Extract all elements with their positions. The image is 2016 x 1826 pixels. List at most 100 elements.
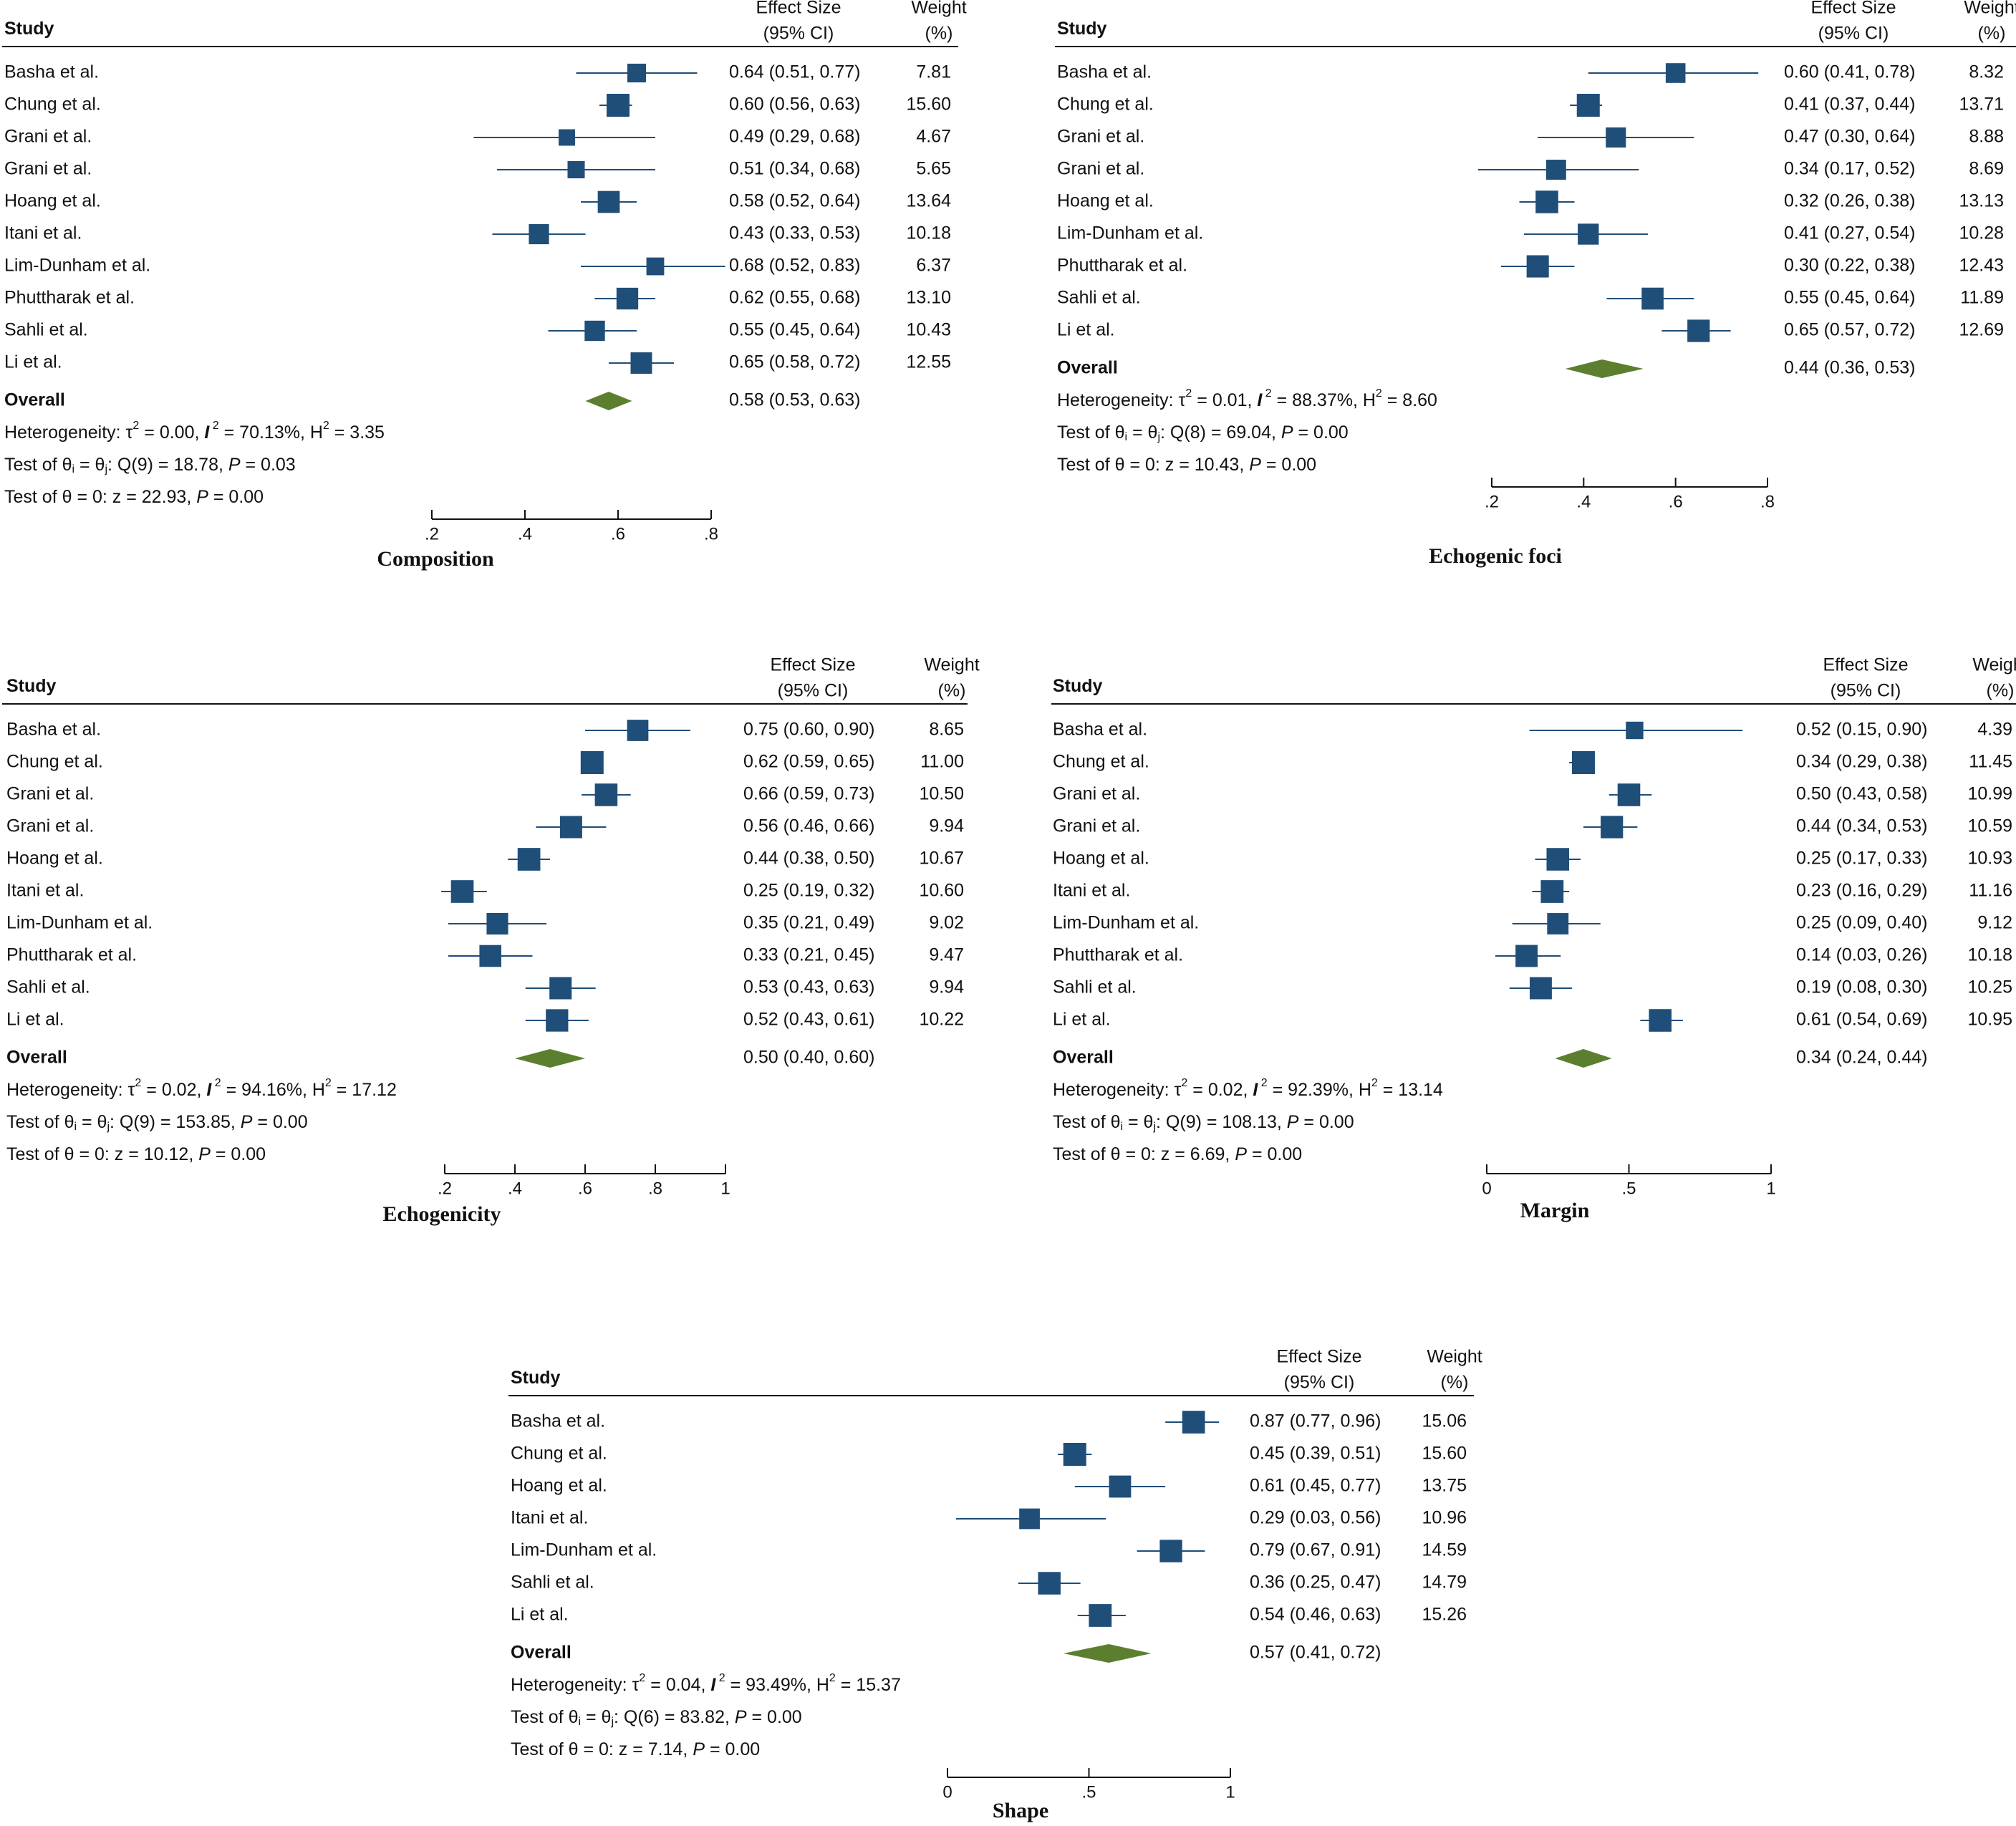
effect-size-value: 0.44 (0.38, 0.50) [743,849,874,869]
weight-header: Weight [1964,0,2016,18]
weight-value: 7.81 [916,62,951,82]
weight-value: 15.06 [1422,1411,1467,1431]
weight-value: 6.37 [916,256,951,276]
effect-size-marker [529,223,549,245]
effect-size-header: Effect Size [770,655,855,675]
chart-title: Shape [993,1799,1048,1822]
x-axis-tick-label: .5 [1081,1782,1096,1802]
study-label: Hoang et al. [511,1476,607,1496]
effect-size-marker [546,1009,569,1032]
study-label: Lim-Dunham et al. [4,256,150,276]
study-label: Grani et al. [4,127,92,147]
weight-value: 13.75 [1422,1476,1467,1496]
overall-effect-test: Test of θ = 0: z = 6.69, P = 0.00 [1053,1144,1302,1164]
effect-size-value: 0.56 (0.46, 0.66) [743,816,874,836]
study-label: Lim-Dunham et al. [6,913,153,933]
effect-size-marker [1606,127,1626,148]
effect-size-value: 0.47 (0.30, 0.64) [1784,127,1915,147]
effect-size-value: 0.60 (0.56, 0.63) [729,95,860,115]
weight-value: 12.69 [1959,320,2004,340]
effect-size-value: 0.33 (0.21, 0.45) [743,945,874,965]
weight-value: 12.43 [1959,256,2004,276]
weight-unit-header: (%) [925,24,953,44]
overall-effect-test: Test of θ = 0: z = 10.12, P = 0.00 [6,1144,266,1164]
effect-size-value: 0.49 (0.29, 0.68) [729,127,860,147]
x-axis-tick-label: .8 [648,1179,662,1198]
study-label: Grani et al. [4,159,92,179]
effect-size-marker [567,160,585,179]
study-label: Basha et al. [6,720,101,740]
study-label: Grani et al. [6,816,94,836]
heterogeneity-statistics: Heterogeneity: τ2 = 0.01, I 2 = 88.37%, … [1057,387,1437,410]
weight-unit-header: (%) [938,681,966,701]
homogeneity-test: Test of θi = θj: Q(8) = 69.04, P = 0.00 [1057,422,1349,444]
overall-label: Overall [1057,358,1118,378]
study-label: Hoang et al. [4,191,101,211]
overall-label: Overall [511,1643,571,1663]
study-label: Chung et al. [1053,752,1149,772]
effect-size-marker [1687,319,1710,342]
effect-size-value: 0.19 (0.08, 0.30) [1796,977,1927,997]
effect-size-value: 0.29 (0.03, 0.56) [1250,1508,1381,1528]
homogeneity-test: Test of θi = θj: Q(9) = 153.85, P = 0.00 [6,1112,308,1134]
effect-size-marker [1626,721,1644,740]
forest-panel-composition: Study Effect Size (95% CI) Weight (%) Basha e… [2,0,967,571]
forest-panel-echogenicity: Study Effect Size (95% CI) Weight (%) Basha e… [2,655,980,1226]
weight-value: 11.16 [1969,881,2012,901]
x-axis-tick-label: .6 [611,524,625,544]
effect-size-marker [580,751,604,774]
study-label: Sahli et al. [6,977,90,997]
study-label: Phuttharak et al. [1057,256,1187,276]
weight-header: Weight [911,0,966,18]
effect-size-value: 0.62 (0.59, 0.65) [743,752,874,772]
weight-value: 9.12 [1977,913,2012,933]
effect-size-marker [1571,751,1595,774]
weight-value: 4.67 [916,127,951,147]
effect-size-value: 0.51 (0.34, 0.68) [729,159,860,179]
weight-value: 10.59 [1967,816,2012,836]
overall-effect-size-value: 0.57 (0.41, 0.72) [1250,1643,1381,1663]
effect-size-marker [1038,1572,1061,1595]
ci-header: (95% CI) [778,681,849,701]
weight-value: 10.67 [919,849,964,869]
overall-label: Overall [1053,1048,1114,1068]
effect-size-marker [549,977,572,1000]
effect-size-header: Effect Size [756,0,841,18]
study-column-header: Study [1057,19,1107,39]
weight-value: 10.60 [919,881,964,901]
weight-value: 10.28 [1959,223,2004,243]
weight-value: 8.88 [1969,127,2004,147]
effect-size-marker [627,63,647,83]
study-label: Hoang et al. [1053,849,1149,869]
effect-size-marker [1540,880,1564,903]
weight-value: 10.96 [1422,1508,1467,1528]
effect-size-marker [1515,945,1538,967]
heterogeneity-statistics: Heterogeneity: τ2 = 0.04, I 2 = 93.49%, … [511,1672,901,1694]
weight-value: 10.99 [1967,784,2012,804]
ci-header: (95% CI) [1818,24,1889,44]
overall-diamond [1063,1644,1152,1663]
study-column-header: Study [4,19,54,39]
x-axis-tick-label: 0 [1482,1179,1491,1198]
effect-size-value: 0.35 (0.21, 0.49) [743,913,874,933]
effect-size-header: Effect Size [1276,1347,1361,1367]
weight-value: 9.47 [929,945,964,965]
study-label: Phuttharak et al. [4,288,135,308]
effect-size-marker [479,945,501,967]
homogeneity-test: Test of θi = θj: Q(9) = 18.78, P = 0.03 [4,455,296,476]
effect-size-marker [1545,160,1566,180]
effect-size-marker [1546,848,1570,871]
study-label: Grani et al. [1057,159,1144,179]
study-column-header: Study [1053,676,1103,696]
weight-value: 15.60 [1422,1444,1467,1464]
weight-value: 8.32 [1969,62,2004,82]
study-label: Sahli et al. [4,320,88,340]
effect-size-marker [627,720,649,741]
effect-size-marker [584,320,605,342]
study-label: Grani et al. [1053,816,1140,836]
effect-size-marker [1535,190,1558,213]
forest-panel-margin: Study Effect Size (95% CI) Weight (%) Basha e… [1051,655,2016,1222]
effect-size-marker [597,190,620,213]
chart-title: Echogenic foci [1429,544,1562,568]
x-axis-tick-label: .4 [1576,492,1591,511]
